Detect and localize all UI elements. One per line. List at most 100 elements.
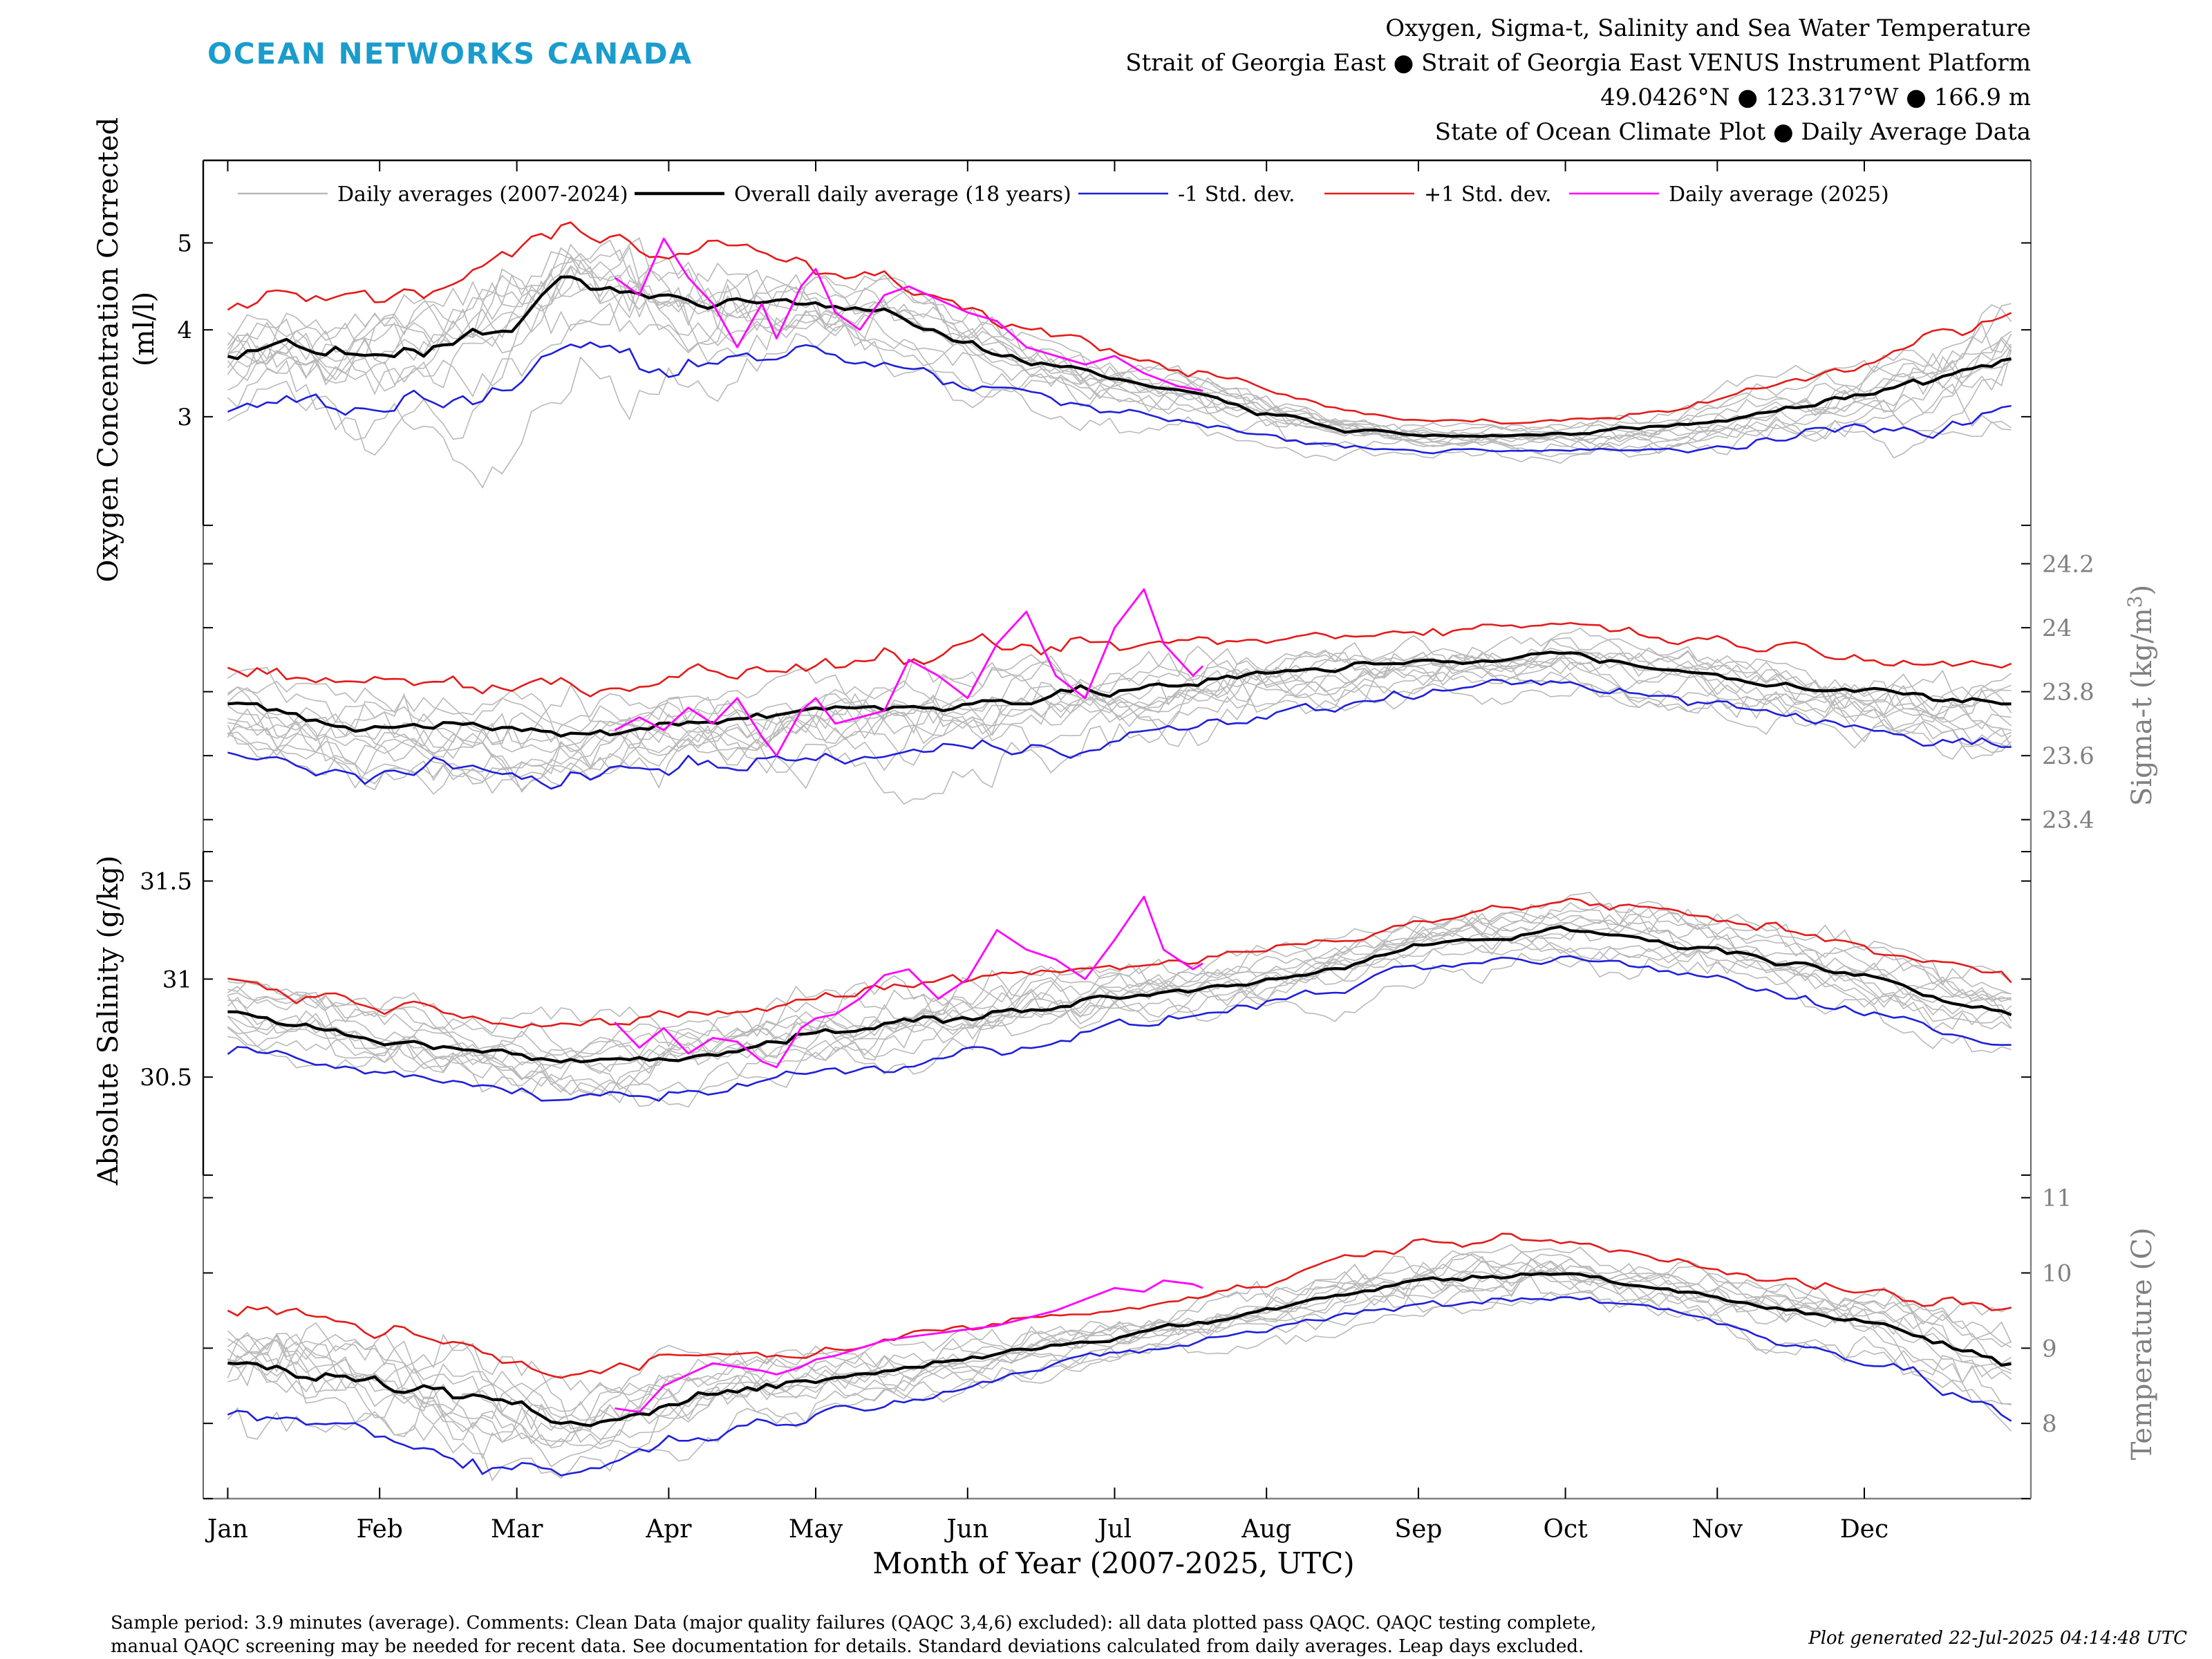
historic-line [227,1257,2012,1434]
x-tick-label-nov: Nov [1692,1515,1743,1544]
chart-title-line-3: 49.0426°N ● 123.317°W ● 166.9 m [1600,84,2031,111]
minus-std-line [227,955,2012,1102]
historic-line [227,932,2012,1104]
panel-sigma_t [227,588,2012,805]
y-axis-label-sigma-t: Sigma-t (kg/m3) [2124,585,2158,806]
historic-line [227,1244,2012,1412]
y-tick-label: 8 [2042,1410,2057,1438]
historic-line [227,1253,2012,1413]
historic-line [227,302,2012,464]
chart-title-line-2: Strait of Georgia East ● Strait of Georg… [1125,49,2031,77]
historic-line [227,913,2012,1066]
historic-line [227,638,2012,753]
current-year-line [614,895,1203,1069]
footer-note-line-2: manual QAQC screening may be needed for … [111,1636,1584,1657]
legend-label-current_year: Daily average (2025) [1669,182,1889,207]
y-tick-label: 4 [177,317,192,344]
historic-line [227,268,2012,453]
chart-title-line-1: Oxygen, Sigma-t, Salinity and Sea Water … [1385,15,2031,42]
y-tick-label: 30.5 [140,1064,192,1091]
current-year-line [614,237,1203,392]
chart-title-line-4: State of Ocean Climate Plot ● Daily Aver… [1435,118,2031,146]
x-tick-label-oct: Oct [1544,1515,1588,1544]
historic-line [227,1255,2012,1450]
y-axis-label-salinity: Absolute Salinity (g/kg) [93,855,124,1185]
y-tick-label: 31 [162,966,192,993]
y-axis-salinity: 30.5 31 31.5 Absolute Salinity (g/kg) [93,851,2031,1186]
minus-std-line [227,341,2012,455]
historic-line [227,637,2012,760]
mean-line [227,925,2012,1064]
historic-line [227,237,2012,436]
historic-line [227,249,2012,441]
historic-line [227,926,2012,1081]
y-tick-label: 9 [2042,1335,2057,1362]
historic-line [227,1276,2012,1468]
historic-line [227,1253,2012,1460]
y-tick-label: 24.2 [2042,551,2094,579]
plus-std-line [227,1232,2012,1379]
historic-line [227,627,2012,730]
plot-generated-stamp: Plot generated 22-Jul-2025 04:14:48 UTC [1808,1628,2187,1649]
y-tick-label: 5 [177,229,192,257]
historic-line [227,924,2012,1097]
x-tick-label-feb: Feb [357,1515,403,1544]
x-tick-label-mar: Mar [491,1515,543,1544]
chart-title-block: Oxygen, Sigma-t, Salinity and Sea Water … [1125,15,2031,146]
y-tick-label: 3 [177,404,192,431]
y-tick-label: 23.4 [2042,807,2094,834]
footer: Sample period: 3.9 minutes (average). Co… [111,1613,2187,1657]
legend-label-plus_std: +1 Std. dev. [1424,182,1552,207]
mean-line [227,1272,2012,1427]
logo-wordmark: OCEAN NETWORKS CANADA [207,37,693,71]
historic-line [227,917,2012,1090]
historic-line [227,1258,2012,1449]
legend-background [214,173,1894,212]
x-tick-label-may: May [789,1515,843,1544]
y-axis-temperature: 8 9 10 11 Temperature (C) [203,1174,2158,1499]
y-axis-label-oxygen-line-1: Oxygen Concentration Corrected [93,118,124,583]
x-tick-label-sep: Sep [1394,1515,1442,1544]
historic-line [227,1288,2012,1482]
panel-salinity [227,892,2012,1108]
y-tick-label: 10 [2042,1259,2072,1287]
current-year-line [614,588,1203,757]
x-tick-label-jan: Jan [205,1515,248,1544]
y-tick-label: 24 [2042,615,2072,642]
historic-line [227,1251,2012,1430]
y-axis-oxygen: 3 4 5 Oxygen Concentration Corrected (ml/l) [93,118,2031,583]
footer-note-line-1: Sample period: 3.9 minutes (average). Co… [111,1613,1596,1633]
historic-line [227,279,2012,458]
plus-std-line [227,897,2012,1029]
x-axis-label: Month of Year (2007-2025, UTC) [872,1546,1354,1580]
historic-line [227,265,2012,440]
mean-line [227,275,2012,438]
y-tick-label: 23.6 [2042,742,2094,770]
panels-layer [227,221,2012,1482]
y-tick-label: 23.8 [2042,679,2094,706]
historic-line [227,912,2012,1074]
current-year-line [615,1280,1203,1414]
x-tick-label-jul: Jul [1095,1515,1132,1544]
y-tick-label: 11 [2042,1185,2072,1212]
historic-line [227,1268,2012,1449]
historic-line [227,667,2012,805]
axes-layer: 3 4 5 Oxygen Concentration Corrected (ml/l) 2… [93,118,2158,1544]
historic-line [227,655,2012,791]
x-axis: Jan Feb Mar Apr May Jun Jul Aug Sep Oct Nov Dec [205,160,1888,1544]
x-tick-label-jun: Jun [944,1515,988,1544]
legend-label-historic: Daily averages (2007-2024) [337,182,628,207]
minus-std-line [227,1296,2012,1477]
legend-label-minus_std: -1 Std. dev. [1178,182,1295,207]
historic-line [227,651,2012,795]
historic-line [227,892,2012,1064]
historic-line [227,658,2012,785]
historic-line [227,324,2012,489]
panel-oxygen [227,221,2012,489]
mean-line [227,650,2012,738]
x-tick-label-aug: Aug [1241,1515,1291,1544]
y-axis-label-temperature: Temperature (C) [2126,1228,2158,1461]
y-tick-label: 31.5 [140,868,192,896]
y-axis-sigma_t: 23.4 23.6 23.8 24 24.2 Sigma-t (kg/m3) [203,525,2158,852]
